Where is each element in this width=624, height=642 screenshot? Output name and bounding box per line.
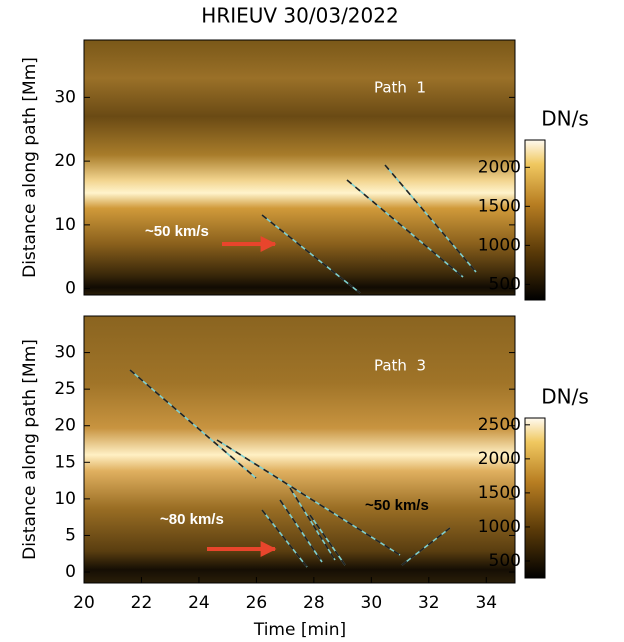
y-axis-label: Distance along path [Mm] bbox=[20, 339, 40, 560]
colorbar bbox=[524, 417, 546, 579]
panel-label: Path 1 bbox=[374, 79, 426, 97]
colorbar-tick-label: 1500 bbox=[478, 196, 521, 216]
y-tick-label: 0 bbox=[65, 279, 76, 299]
colorbar-tick-label: 500 bbox=[489, 274, 521, 294]
y-tick-label: 10 bbox=[54, 215, 76, 235]
y-tick-label: 5 bbox=[65, 525, 76, 545]
colorbar-tick-label: 2500 bbox=[478, 415, 521, 435]
x-tick-label: 26 bbox=[246, 593, 268, 613]
image-panel bbox=[84, 316, 515, 583]
y-tick-label: 20 bbox=[54, 416, 76, 436]
colorbar-tick-label: 2000 bbox=[478, 449, 521, 469]
colorbar-tick-label: 500 bbox=[489, 551, 521, 571]
axes-frame bbox=[83, 39, 516, 296]
colorbar bbox=[524, 139, 546, 301]
x-tick-label: 24 bbox=[188, 593, 210, 613]
speed-label: ~50 km/s bbox=[365, 497, 429, 514]
x-tick-label: 22 bbox=[131, 593, 153, 613]
speed-label: ~80 km/s bbox=[160, 511, 224, 528]
speed-label: ~50 km/s bbox=[145, 223, 209, 240]
y-tick-label: 0 bbox=[65, 562, 76, 582]
axes-frame bbox=[83, 315, 516, 584]
colorbar-label: DN/s bbox=[541, 107, 589, 131]
colorbar-tick-label: 1000 bbox=[478, 517, 521, 537]
y-tick-label: 30 bbox=[54, 343, 76, 363]
colorbar-tick-label: 2000 bbox=[478, 157, 521, 177]
chart-title: HRIEUV 30/03/2022 bbox=[201, 4, 398, 28]
x-tick-label: 32 bbox=[418, 593, 440, 613]
colorbar-label: DN/s bbox=[541, 385, 589, 409]
y-tick-label: 30 bbox=[54, 87, 76, 107]
y-tick-label: 10 bbox=[54, 489, 76, 509]
x-tick-label: 20 bbox=[73, 593, 95, 613]
x-tick-label: 34 bbox=[475, 593, 497, 613]
x-axis-label: Time [min] bbox=[253, 620, 346, 640]
tracks bbox=[129, 164, 477, 568]
y-tick-label: 25 bbox=[54, 379, 76, 399]
x-tick-label: 30 bbox=[361, 593, 383, 613]
panel-label: Path 3 bbox=[374, 357, 426, 375]
colorbar-tick-label: 1500 bbox=[478, 483, 521, 503]
image-panel bbox=[84, 40, 515, 295]
y-axis-label: Distance along path [Mm] bbox=[20, 57, 40, 278]
y-tick-label: 15 bbox=[54, 452, 76, 472]
colorbar-tick-label: 1000 bbox=[478, 235, 521, 255]
y-tick-label: 20 bbox=[54, 151, 76, 171]
x-tick-label: 28 bbox=[303, 593, 325, 613]
